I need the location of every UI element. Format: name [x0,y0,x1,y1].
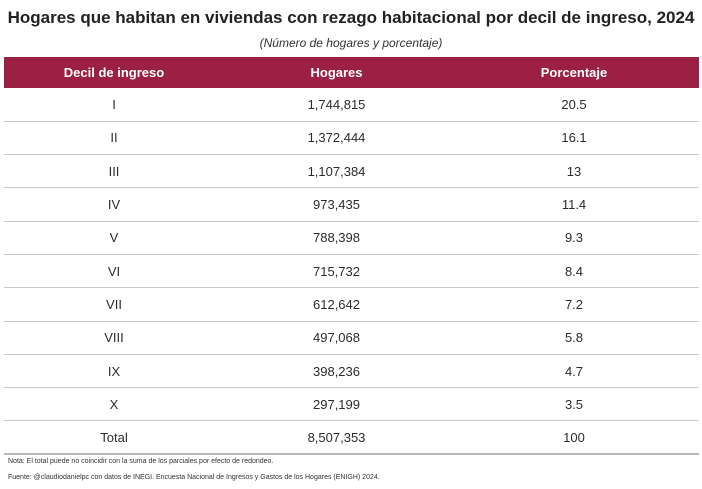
cell-porcentaje: 100 [563,429,585,445]
cell-hogares: 612,642 [313,296,360,312]
cell-decil: VI [107,263,121,279]
cell-porcentaje: 16.1 [561,130,587,146]
cell-hogares: 1,372,444 [307,130,366,146]
cell-hogares: 497,068 [313,330,360,346]
cell-porcentaje: 20.5 [561,96,587,112]
cell-hogares: 398,236 [313,363,360,379]
table-row: VIII 497,068 5.8 [4,321,699,355]
cell-hogares: 297,199 [313,396,360,412]
table-header: Decil de ingreso Hogares Porcentaje [4,57,699,88]
cell-decil: II [110,130,118,146]
cell-hogares: 788,398 [313,230,360,246]
cell-decil: Total [100,429,128,445]
cell-hogares: 8,507,353 [307,429,366,445]
table-row: IX 398,236 4.7 [4,354,699,388]
header-row: Decil de ingreso Hogares Porcentaje [4,57,699,88]
cell-hogares: 715,732 [313,263,360,279]
table-row: VII 612,642 7.2 [4,288,699,322]
page-subtitle: (Número de hogares y porcentaje) [259,36,443,50]
cell-hogares: 1,107,384 [307,163,366,179]
cell-decil: VIII [104,330,124,346]
cell-decil: III [108,163,120,179]
table-row: II 1,372,444 16.1 [4,121,699,155]
table-row: X 297,199 3.5 [4,388,699,421]
cell-porcentaje: 9.3 [564,230,584,246]
source-note: Fuente: @claudiodanielpc con datos de IN… [8,474,380,481]
cell-decil: IX [107,363,121,379]
cell-decil: VII [106,296,122,312]
table-row-total: Total 8,507,353 100 [4,421,699,455]
cell-porcentaje: 4.7 [564,363,584,379]
footnote: Nota: El total puede no coincidir con la… [8,458,274,465]
cell-porcentaje: 13 [566,163,582,179]
cell-porcentaje: 5.8 [564,330,584,346]
cell-hogares: 973,435 [313,197,360,213]
cell-decil: I [112,96,116,112]
table-row: I 1,744,815 20.5 [4,88,699,122]
table-body: I 1,744,815 20.5 II 1,372,444 16.1 III 1,107,38… [4,88,699,455]
page-title: Hogares que habitan en viviendas con rez… [7,8,695,27]
table-row: V 788,398 9.3 [4,221,699,255]
header-decil: Decil de ingreso [63,65,165,80]
cell-decil: X [109,396,119,412]
table-row: IV 973,435 11.4 [4,188,699,222]
cell-decil: IV [107,197,121,213]
cell-hogares: 1,744,815 [307,96,366,112]
cell-porcentaje: 3.5 [564,396,584,412]
table-row: VI 715,732 8.4 [4,254,699,288]
cell-porcentaje: 11.4 [561,197,587,213]
header-porcentaje: Porcentaje [540,65,608,80]
header-hogares: Hogares [310,65,363,80]
table-row: III 1,107,384 13 [4,155,699,188]
cell-decil: V [109,230,119,246]
data-table: Decil de ingreso Hogares Porcentaje I 1,7… [4,57,699,455]
cell-porcentaje: 7.2 [564,296,584,312]
cell-porcentaje: 8.4 [564,263,584,279]
